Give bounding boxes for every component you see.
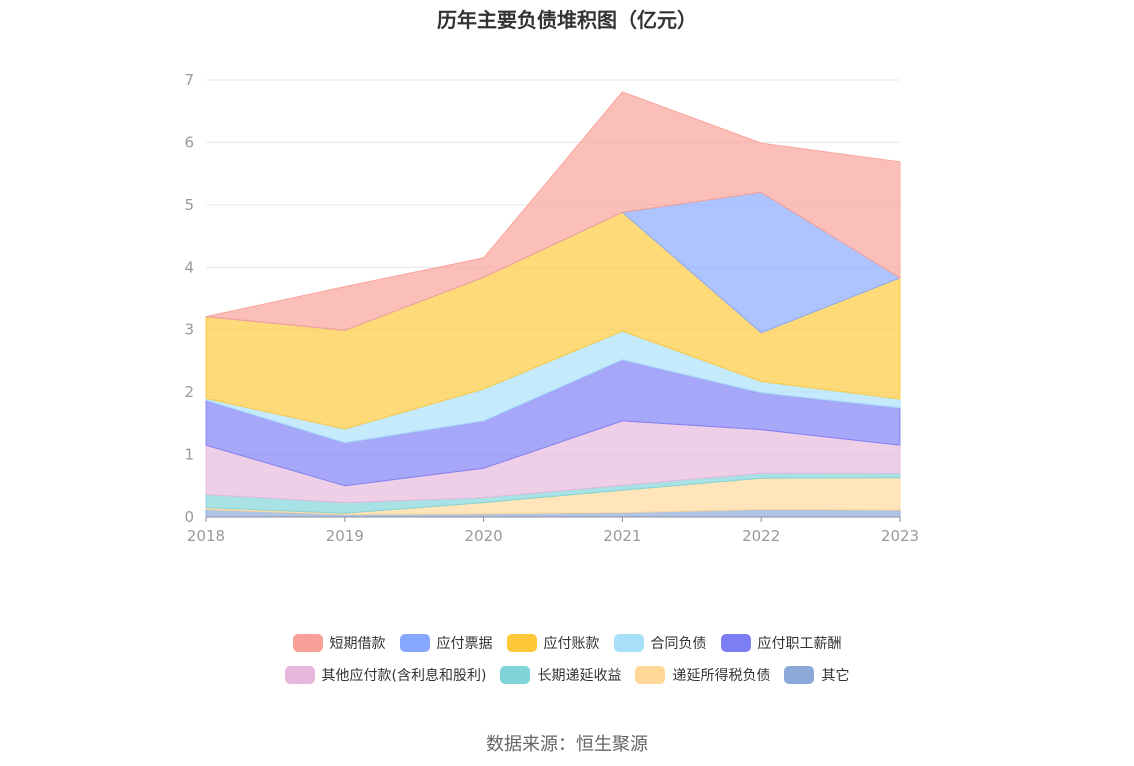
legend-row-2: 其他应付款(含利息和股利) 长期递延收益 递延所得税负债 其它 (0, 665, 1134, 685)
legend-item[interactable]: 合同负债 (613, 633, 707, 653)
legend-label: 其他应付款(含利息和股利) (321, 668, 487, 684)
y-tick-label: 4 (184, 258, 194, 276)
y-tick-label: 7 (184, 71, 194, 89)
x-tick-label: 2021 (603, 527, 641, 545)
legend-swatch (613, 634, 644, 652)
legend-label: 合同负债 (650, 636, 707, 652)
y-tick-label: 6 (184, 133, 194, 151)
y-tick-label: 5 (184, 196, 194, 214)
legend-swatch (506, 634, 537, 652)
legend-item[interactable]: 应付票据 (399, 633, 493, 653)
legend-swatch (635, 666, 666, 684)
chart-title: 历年主要负债堆积图（亿元） (437, 8, 697, 32)
legend-swatch (500, 666, 531, 684)
legend-item[interactable]: 应付职工薪酬 (720, 633, 842, 653)
legend-item[interactable]: 应付账款 (506, 633, 600, 653)
x-tick-label: 2022 (742, 527, 780, 545)
legend-label: 递延所得税负债 (672, 668, 771, 684)
axes: 0 1 2 3 4 5 6 7 2018 2019 2020 2021 2022 2023 (184, 71, 919, 545)
x-tick-label: 2020 (465, 527, 503, 545)
legend-row-1: 短期借款 应付票据 应付账款 合同负债 应付职工薪酬 (0, 633, 1134, 653)
legend-swatch (399, 634, 430, 652)
y-tick-label: 2 (184, 383, 194, 401)
legend-swatch (784, 666, 815, 684)
y-tick-label: 0 (184, 508, 194, 526)
data-source: 数据来源：恒生聚源 (486, 734, 648, 755)
area-series (205, 91, 902, 518)
legend-item[interactable]: 短期借款 (292, 633, 386, 653)
y-tick-label: 1 (184, 446, 194, 464)
legend-label: 短期借款 (329, 636, 386, 652)
legend-item[interactable]: 其它 (784, 665, 849, 685)
x-tick-label: 2018 (187, 527, 225, 545)
legend-swatch (284, 666, 315, 684)
x-tick-label: 2019 (326, 527, 364, 545)
area-series-8[interactable] (205, 91, 901, 331)
x-tick-label: 2023 (881, 527, 919, 545)
legend-swatch (720, 634, 751, 652)
legend-item[interactable]: 递延所得税负债 (635, 665, 770, 685)
legend-label: 应付票据 (436, 636, 493, 652)
legend-label: 其它 (821, 668, 850, 684)
legend-label: 应付职工薪酬 (757, 636, 842, 652)
stacked-area-chart: 0 1 2 3 4 5 6 7 2018 2019 2020 2021 2022 2023 (184, 71, 919, 545)
y-tick-label: 3 (184, 321, 194, 339)
legend-label: 应付账款 (543, 636, 600, 652)
legend-item[interactable]: 其他应付款(含利息和股利) (284, 665, 487, 685)
legend-swatch (292, 634, 323, 652)
legend-label: 长期递延收益 (537, 668, 622, 684)
legend-item[interactable]: 长期递延收益 (500, 665, 621, 685)
